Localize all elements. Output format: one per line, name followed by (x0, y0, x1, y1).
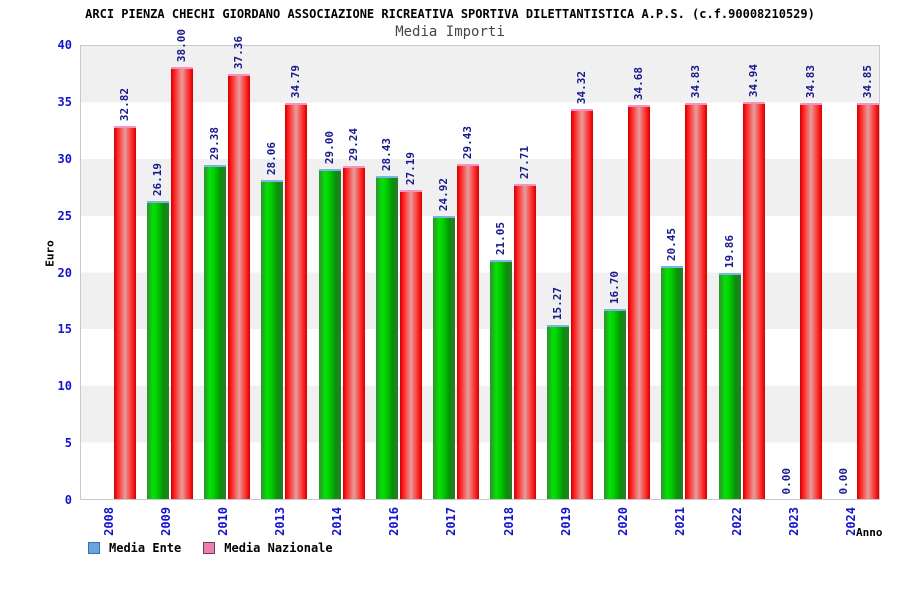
bar-media-nazionale-2009 (171, 67, 194, 499)
x-tick-2010: 2010 (215, 507, 230, 536)
bar-value-label-media-nazionale-2008: 32.82 (118, 87, 131, 121)
bar-value-label-media-ente-2009: 26.19 (151, 162, 165, 196)
bar-media-nazionale-2023 (799, 103, 822, 499)
x-tick-2022: 2022 (730, 507, 745, 536)
bar-media-ente-2013 (261, 180, 284, 499)
plot-area: 32.82 26.19 38.00 29.38 37.36 28.06 34.79 29.00… (80, 29, 880, 500)
y-tick-15: 15 (57, 322, 72, 337)
bar-media-nazionale-2014 (342, 166, 365, 499)
x-tick-2019: 2019 (558, 507, 573, 536)
bar-media-nazionale-2022 (742, 102, 765, 499)
bar-media-nazionale-2019 (571, 109, 594, 499)
bar-media-nazionale-2021 (685, 103, 708, 499)
bar-value-label-media-ente-2022: 19.86 (722, 234, 736, 268)
x-tick-2018: 2018 (501, 507, 516, 536)
bar-value-label-media-nazionale-2013: 34.79 (289, 64, 303, 98)
bar-value-label-media-ente-2023: 0.00 (779, 467, 793, 495)
y-tick-30: 30 (57, 151, 72, 166)
bar-value-label-media-ente-2018: 21.05 (494, 221, 507, 255)
bar-value-label-media-nazionale-2010: 37.36 (232, 35, 246, 69)
bar-value-label-media-ente-2017: 24.92 (436, 177, 450, 211)
legend-item-media-nazionale: Media Nazionale (203, 541, 333, 555)
bar-value-label-media-ente-2024: 0.00 (836, 467, 850, 495)
bar-value-label-media-nazionale-2023: 34.83 (803, 64, 817, 98)
bar-value-label-media-ente-2014: 29.00 (322, 130, 336, 164)
legend-label-media-nazionale: Media Nazionale (224, 541, 333, 555)
x-tick-2014: 2014 (330, 507, 345, 536)
bar-media-ente-2022 (718, 273, 741, 499)
bar-value-label-media-ente-2013: 28.06 (265, 141, 279, 175)
chart-subtitle: Media Importi (395, 24, 505, 40)
bar-value-label-media-nazionale-2022: 34.94 (746, 63, 760, 97)
bar-value-label-media-ente-2010: 29.38 (208, 126, 222, 160)
x-tick-2009: 2009 (158, 507, 173, 536)
bar-media-nazionale-2016 (399, 190, 422, 499)
bar-value-label-media-ente-2021: 20.45 (665, 227, 679, 261)
bar-value-label-media-nazionale-2009: 38.00 (175, 28, 189, 62)
y-tick-0: 0 (64, 493, 72, 507)
bar-value-label-media-nazionale-2017: 29.43 (460, 125, 474, 159)
bar-value-label-media-nazionale-2021: 34.83 (689, 64, 703, 98)
bar-value-label-media-ente-2016: 28.43 (379, 137, 393, 171)
bar-media-nazionale-2008 (114, 126, 136, 499)
chart-title: ARCI PIENZA CHECHI GIORDANO ASSOCIAZIONE… (85, 7, 815, 21)
legend-swatch-media-nazionale (203, 542, 216, 554)
legend: Media Ente Media Nazionale (88, 541, 333, 555)
bar-media-ente-2017 (432, 216, 455, 499)
bar-value-label-media-nazionale-2020: 34.68 (632, 66, 646, 100)
bar-media-ente-2010 (204, 165, 227, 499)
bar-media-ente-2014 (318, 169, 341, 499)
y-tick-5: 5 (64, 436, 72, 451)
x-axis-title: Anno (856, 526, 883, 539)
x-tick-2023: 2023 (787, 507, 802, 536)
y-tick-40: 40 (57, 38, 72, 52)
bar-value-label-media-nazionale-2016: 27.19 (403, 151, 417, 185)
bar-value-label-media-ente-2020: 16.70 (608, 270, 622, 304)
bar-media-ente-2021 (661, 266, 684, 499)
x-tick-2020: 2020 (615, 507, 630, 536)
legend-label-media-ente: Media Ente (109, 541, 182, 555)
bar-media-ente-2020 (604, 309, 627, 499)
y-tick-35: 35 (57, 94, 72, 109)
x-tick-2016: 2016 (387, 507, 402, 536)
x-tick-2021: 2021 (673, 507, 687, 536)
bar-media-nazionale-2013 (285, 103, 308, 499)
bar-media-ente-2019 (547, 325, 570, 499)
legend-swatch-media-ente (88, 542, 100, 554)
bar-media-nazionale-2020 (628, 105, 651, 499)
y-tick-25: 25 (57, 208, 72, 223)
y-tick-10: 10 (57, 379, 72, 394)
bar-media-ente-2018 (490, 260, 512, 499)
legend-item-media-ente: Media Ente (88, 541, 181, 555)
bar-value-label-media-nazionale-2019: 34.32 (575, 70, 589, 104)
bar-value-label-media-nazionale-2024: 34.85 (860, 64, 874, 98)
bar-media-nazionale-2017 (456, 164, 479, 499)
bar-value-label-media-ente-2019: 15.27 (551, 286, 565, 320)
y-tick-20: 20 (57, 265, 72, 280)
x-tick-2008: 2008 (101, 507, 116, 536)
bar-media-ente-2016 (375, 176, 398, 499)
bar-media-nazionale-2024 (856, 103, 879, 499)
bar-media-nazionale-2010 (228, 74, 251, 499)
bar-media-nazionale-2018 (514, 184, 536, 499)
x-tick-2013: 2013 (273, 507, 287, 536)
bar-value-label-media-nazionale-2014: 29.24 (346, 127, 360, 161)
bar-media-ente-2009 (147, 201, 170, 499)
x-tick-2017: 2017 (444, 507, 459, 536)
bar-value-label-media-nazionale-2018: 27.71 (518, 145, 531, 179)
